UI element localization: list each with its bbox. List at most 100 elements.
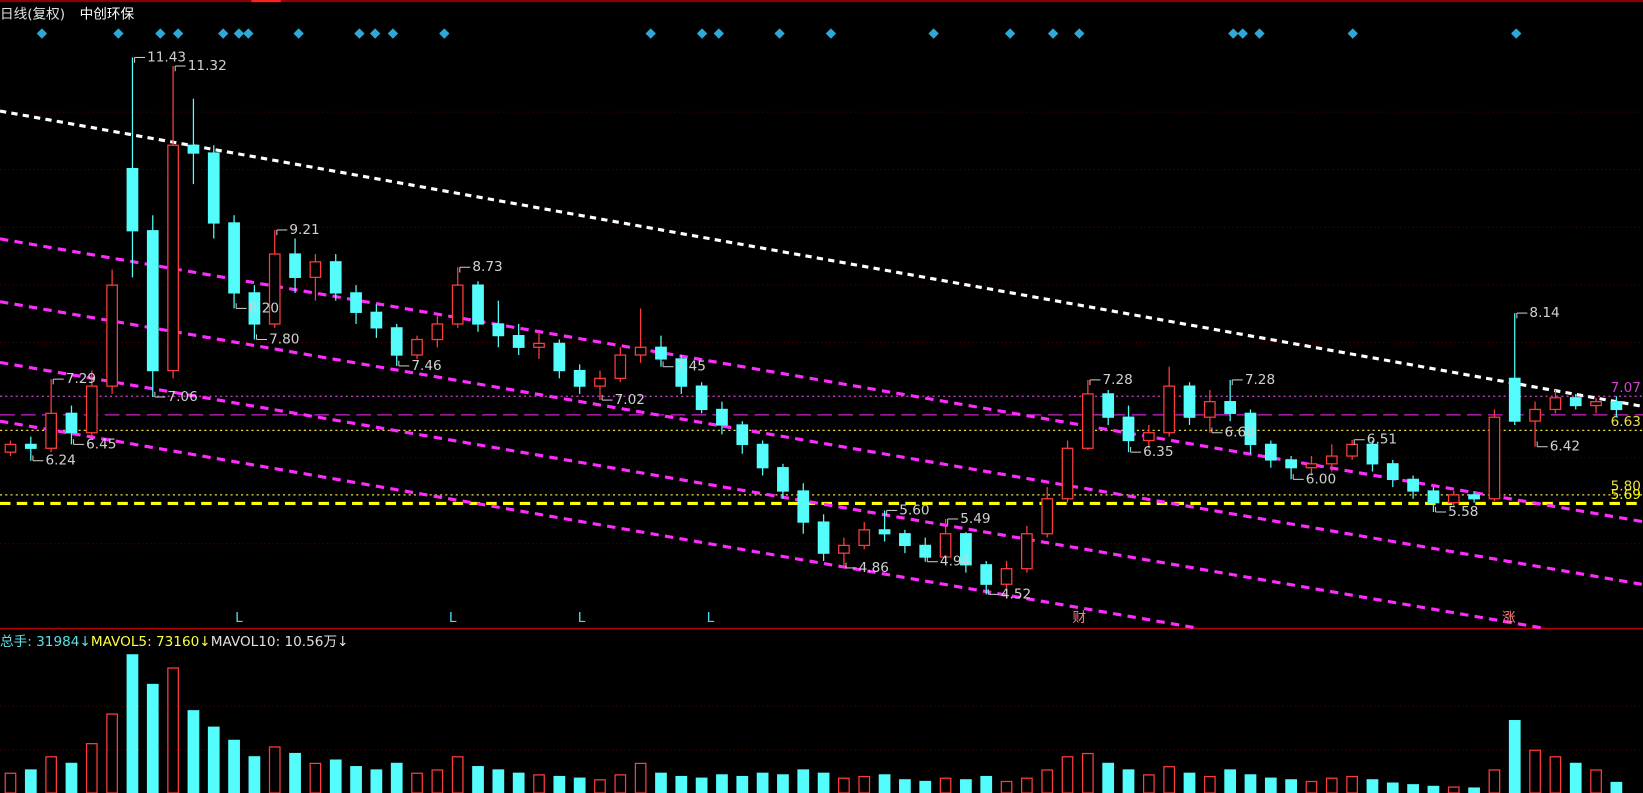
candle-body bbox=[65, 412, 78, 434]
volume-bar bbox=[1427, 785, 1440, 793]
candle-body bbox=[655, 346, 667, 360]
peak-label: 6.35 bbox=[1143, 444, 1173, 460]
channel-line bbox=[0, 419, 1201, 631]
marker: L bbox=[578, 610, 586, 626]
signal-diamond bbox=[713, 28, 724, 39]
candle-body bbox=[248, 292, 261, 325]
volume-bar bbox=[919, 780, 932, 793]
candle-body bbox=[207, 152, 220, 224]
legend-value: 31984↓ bbox=[36, 634, 91, 650]
candle-body bbox=[1325, 455, 1338, 465]
candle-body bbox=[1366, 443, 1379, 465]
candle-body bbox=[614, 354, 627, 379]
candle-body bbox=[1407, 478, 1419, 492]
candle-body bbox=[858, 529, 871, 547]
candle-body bbox=[1386, 463, 1399, 480]
candle-body bbox=[878, 529, 891, 535]
legend-value: 10.56万↓ bbox=[284, 634, 348, 650]
volume-bar bbox=[1407, 784, 1419, 793]
volume-bar bbox=[1305, 780, 1318, 793]
volume-bar bbox=[329, 759, 342, 793]
candle-body bbox=[1590, 401, 1602, 407]
volume-bar bbox=[1000, 780, 1013, 793]
period-label: 日线(复权) bbox=[0, 6, 65, 23]
candle-body bbox=[1122, 416, 1135, 442]
candle-body bbox=[228, 222, 240, 294]
candle-body bbox=[553, 342, 566, 372]
volume-bar bbox=[878, 774, 891, 793]
candle-body bbox=[1305, 463, 1318, 469]
candle-body bbox=[736, 424, 749, 446]
volume-bar bbox=[736, 775, 749, 793]
volume-legend: 总手: 31984↓MAVOL5: 73160↓MAVOL10: 10.56万↓ bbox=[0, 634, 348, 650]
volume-bar bbox=[187, 710, 200, 793]
candle-body bbox=[756, 443, 769, 469]
candle-body bbox=[817, 521, 830, 554]
candle-body bbox=[1549, 397, 1562, 411]
candle-body bbox=[187, 144, 200, 154]
volume-bar bbox=[472, 766, 484, 793]
candle-body bbox=[472, 284, 484, 325]
peak-label: 5.58 bbox=[1448, 504, 1478, 520]
volume-bar bbox=[695, 777, 708, 793]
volume-bar bbox=[980, 775, 993, 793]
marker: L bbox=[449, 610, 457, 626]
peak-label: 6.24 bbox=[45, 453, 75, 469]
volume-bar bbox=[1224, 769, 1237, 793]
candle-body bbox=[980, 564, 993, 585]
peak-label: 6.60 bbox=[1224, 425, 1254, 441]
volume-bar bbox=[370, 769, 383, 793]
candle-body bbox=[1021, 533, 1033, 570]
peak-label: 11.43 bbox=[147, 49, 186, 65]
candle-body bbox=[716, 408, 728, 426]
volume-bar bbox=[960, 779, 972, 793]
candle-body bbox=[309, 261, 322, 278]
candle-body bbox=[1102, 393, 1115, 418]
candle-body bbox=[512, 334, 525, 348]
volume-bar bbox=[553, 775, 566, 793]
candle-body bbox=[695, 385, 708, 411]
volume-bar bbox=[716, 774, 728, 793]
volume-bar bbox=[126, 654, 139, 793]
peak-label: 7.28 bbox=[1245, 372, 1275, 388]
legend-value: 73160↓ bbox=[156, 634, 211, 650]
volume-bar bbox=[85, 743, 98, 793]
candle-body bbox=[1061, 447, 1074, 500]
candle-body bbox=[167, 144, 179, 372]
candle-body bbox=[106, 284, 118, 387]
peak-label: 9.21 bbox=[289, 222, 319, 238]
peak-label: 5.60 bbox=[899, 502, 929, 518]
marker: L bbox=[707, 610, 715, 626]
candle-body bbox=[268, 253, 281, 325]
peak-label: 6.45 bbox=[86, 436, 116, 452]
volume-bar bbox=[899, 779, 911, 793]
volume-bar bbox=[146, 683, 159, 793]
signal-diamond bbox=[113, 28, 124, 39]
peak-label: 4.52 bbox=[1001, 586, 1031, 602]
candle-body bbox=[1468, 494, 1480, 500]
peak-label: 6.42 bbox=[1550, 439, 1580, 455]
stock-name: 中创环保 bbox=[80, 7, 135, 23]
volume-bar bbox=[106, 713, 118, 793]
candle-body bbox=[573, 369, 586, 387]
volume-bar bbox=[309, 762, 322, 793]
candle-body bbox=[126, 167, 139, 232]
candle-body bbox=[146, 230, 159, 372]
marker: 涨 bbox=[1502, 610, 1516, 626]
candle-body bbox=[1163, 385, 1176, 434]
candle-body bbox=[1427, 490, 1440, 504]
candle-body bbox=[797, 490, 810, 523]
candle-body bbox=[1142, 432, 1155, 442]
price-level-label: 7.07 bbox=[1611, 380, 1641, 396]
candle-body bbox=[1569, 397, 1582, 407]
volume-bar bbox=[817, 772, 830, 793]
volume-bar bbox=[1163, 766, 1176, 793]
peak-label: 8.14 bbox=[1529, 305, 1559, 321]
volume-bar bbox=[1244, 774, 1257, 793]
volume-bar bbox=[1569, 762, 1582, 793]
volume-bar bbox=[1610, 781, 1623, 793]
volume-bar bbox=[1122, 769, 1135, 793]
peak-label: 6.00 bbox=[1306, 471, 1336, 487]
